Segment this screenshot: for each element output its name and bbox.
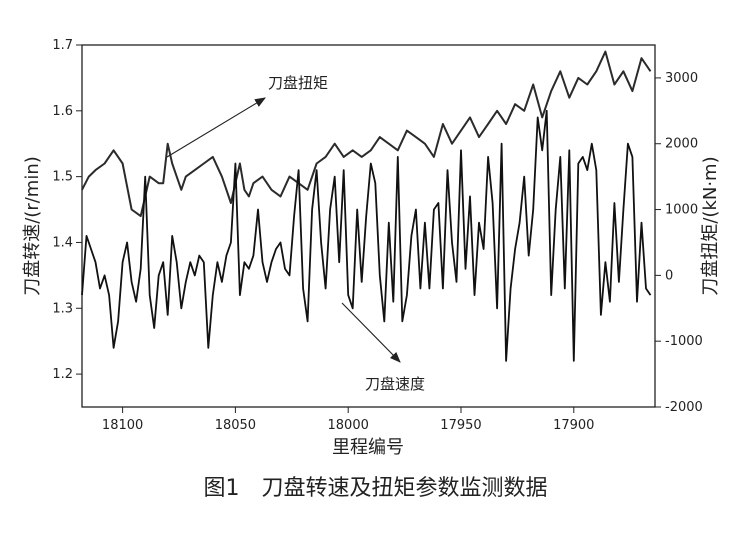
right-y-tick-label: 2000 <box>665 137 698 152</box>
speed-annotation-arrow <box>341 302 401 363</box>
right-y-axis-ticks: -2000 -1000 0 1000 2000 3000 <box>655 71 703 415</box>
left-y-tick-label: 1.4 <box>52 235 73 250</box>
right-y-tick-label: -1000 <box>665 334 703 349</box>
right-y-tick-label: -2000 <box>665 400 703 415</box>
left-y-tick-label: 1.3 <box>52 301 73 316</box>
series-speed-path <box>81 109 652 362</box>
speed-annotation-label: 刀盘速度 <box>365 375 425 393</box>
left-y-tick-label: 1.5 <box>52 170 73 185</box>
x-tick-label: 18050 <box>215 418 256 433</box>
series-speed-line <box>81 109 652 362</box>
left-y-axis-ticks: 1.2 1.3 1.4 1.5 1.6 1.7 <box>52 38 82 382</box>
left-y-tick-label: 1.2 <box>52 367 73 382</box>
left-y-tick-label: 1.6 <box>52 104 73 119</box>
series-torque-path <box>81 50 652 218</box>
right-y-tick-label: 1000 <box>665 203 698 218</box>
right-y-tick-label: 0 <box>665 268 673 283</box>
x-axis-title: 里程编号 <box>332 437 404 458</box>
plot-frame <box>81 44 656 408</box>
x-tick-label: 17950 <box>440 418 481 433</box>
x-tick-label: 18000 <box>328 418 369 433</box>
left-y-axis-title: 刀盘转速/(r/min) <box>22 156 43 296</box>
left-y-tick-label: 1.7 <box>52 38 73 53</box>
right-y-axis-title: 刀盘扭矩/(kN·m) <box>700 156 721 295</box>
right-y-tick-label: 3000 <box>665 71 698 86</box>
torque-annotation-arrow <box>166 97 266 158</box>
series-torque-line <box>81 50 652 218</box>
dual-axis-line-chart: 18100 18050 18000 17950 17900 1.21.31.41.51.… <box>22 38 721 458</box>
x-axis-ticks: 18100 18050 18000 17950 17900 <box>102 407 594 433</box>
x-tick-label: 18100 <box>102 418 143 433</box>
x-tick-label: 17900 <box>553 418 594 433</box>
figure-caption: 图1 刀盘转速及扭矩参数监测数据 <box>203 476 548 501</box>
torque-annotation-label: 刀盘扭矩 <box>268 74 328 92</box>
